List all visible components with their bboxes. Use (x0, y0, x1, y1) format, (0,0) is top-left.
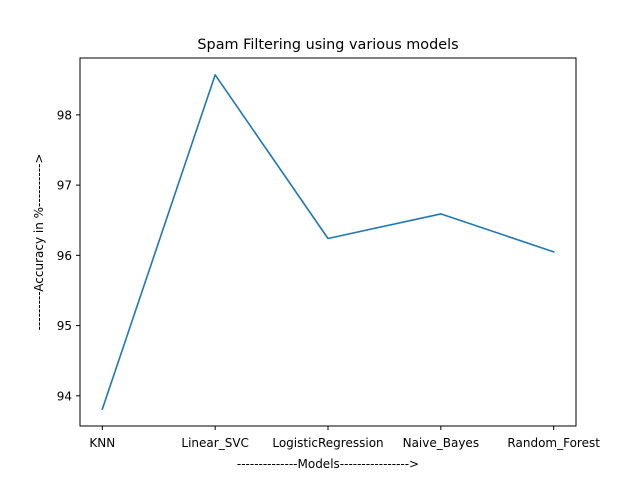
axes-frame (79, 57, 577, 427)
x-axis-label: --------------Models----------------> (237, 457, 419, 471)
x-tick-label: Random_Forest (507, 436, 600, 450)
x-tick-label: KNN (89, 436, 115, 450)
x-tick-label: Linear_SVC (181, 436, 249, 450)
y-tick-label: 94 (57, 389, 72, 403)
y-tick-label: 98 (57, 108, 72, 122)
y-axis-label: ---------Accuracy in %----------> (32, 154, 46, 331)
series-line (101, 74, 555, 411)
y-tick-label: 95 (57, 319, 72, 333)
chart-title: Spam Filtering using various models (197, 37, 458, 53)
y-tick-label: 96 (57, 249, 72, 263)
x-tick-label: Naive_Bayes (403, 436, 479, 450)
y-tick-label: 97 (57, 179, 72, 193)
plot-area: KNN Linear_SVC LogisticRegression Naive_Bay… (57, 74, 600, 450)
x-tick-label: LogisticRegression (272, 436, 383, 450)
